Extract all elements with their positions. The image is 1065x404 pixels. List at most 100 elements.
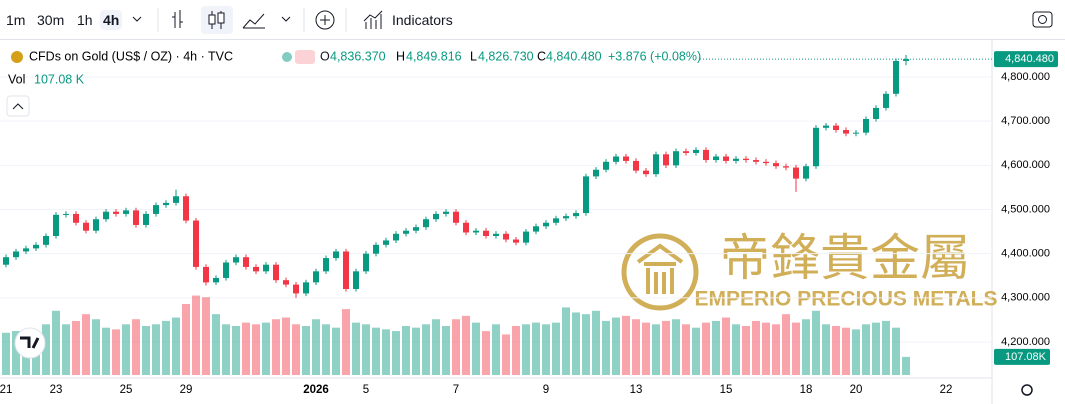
volume-bar (582, 314, 590, 375)
volume-bar (822, 324, 830, 375)
candle-body (643, 170, 649, 175)
volume-bar (242, 322, 250, 375)
volume-bar (762, 322, 770, 375)
x-tick-label: 22 (940, 384, 953, 396)
volume-bar (132, 319, 140, 375)
candle-body (793, 167, 799, 179)
collapse-button[interactable] (6, 95, 30, 117)
y-tick-label: 4,600.000 (1001, 159, 1050, 171)
candle-body (453, 211, 459, 223)
legend-l: 4,826.730 (478, 49, 534, 63)
x-tick-label: 15 (720, 384, 733, 396)
volume-bar (192, 295, 200, 375)
volume-bar (512, 325, 520, 375)
interval-button[interactable]: 30m (37, 12, 65, 28)
volume-bar (272, 319, 280, 375)
y-tick-label: 4,800.000 (1001, 71, 1050, 83)
candle-body (133, 210, 139, 225)
volume-bar (622, 315, 630, 375)
volume-bar (642, 322, 650, 375)
volume-bar (92, 319, 100, 375)
x-tick-label: 18 (800, 384, 813, 396)
volume-bar (732, 324, 740, 375)
interval-button[interactable]: 1h (77, 12, 93, 28)
volume-bar (112, 329, 120, 375)
candle-body (313, 271, 319, 283)
candle-body (683, 151, 689, 153)
interval-button[interactable]: 1m (6, 12, 26, 28)
volume-bar (902, 356, 910, 375)
volume-bar (842, 327, 850, 375)
watermark-logo (636, 243, 684, 294)
volume-bar (572, 312, 580, 375)
volume-bar (792, 322, 800, 375)
volume-bar (812, 310, 820, 375)
volume-bar (202, 297, 210, 375)
candle-body (93, 219, 99, 231)
volume-bar (372, 327, 380, 375)
indicators-button[interactable]: Indicators (392, 12, 453, 28)
candle-body (223, 262, 229, 278)
candle-body (443, 211, 449, 214)
volume-bar (722, 317, 730, 375)
candle-body (733, 158, 739, 161)
volume-bar (772, 324, 780, 375)
y-tick-label: 4,500.000 (1001, 203, 1050, 215)
volume-bar (332, 327, 340, 375)
candle-body (153, 205, 159, 214)
candle-body (723, 156, 729, 161)
candle-body (293, 284, 299, 294)
volume-bar (702, 322, 710, 375)
volume-bar (522, 324, 530, 375)
settings-icon[interactable] (1021, 384, 1033, 396)
volume-bar (552, 322, 560, 375)
volume-bar (892, 327, 900, 375)
last-price-label: 4,840.480 (1005, 53, 1054, 65)
y-tick-label: 4,200.000 (1001, 336, 1050, 348)
candle-body (463, 222, 469, 233)
candle-body (3, 257, 9, 265)
x-tick-label: 23 (50, 384, 63, 396)
legend-change: +3.876 (+0.08%) (608, 49, 701, 63)
candle-body (803, 166, 809, 179)
candle-body (663, 154, 669, 166)
candle-body (33, 244, 39, 249)
volume-bar (342, 309, 350, 375)
volume-bar (12, 331, 20, 375)
candle-body (893, 60, 899, 94)
volume-bar (652, 324, 660, 375)
candle-body (163, 202, 169, 206)
candle-body (363, 253, 369, 272)
candle-body (283, 280, 289, 285)
interval-button[interactable]: 4h (100, 10, 123, 30)
volume-bar (262, 322, 270, 375)
volume-bar (832, 325, 840, 375)
candle-body (83, 222, 89, 231)
candle-body (503, 233, 509, 240)
candle-body (173, 196, 179, 203)
candle-body (773, 163, 779, 167)
volume-bar (412, 327, 420, 375)
candle-body (273, 264, 279, 281)
volume-bar (162, 320, 170, 375)
symbol-icon (11, 51, 23, 63)
market-status (295, 50, 315, 64)
candle-body (883, 93, 889, 108)
volume-bar (362, 324, 370, 375)
candle-body (323, 258, 329, 272)
candle-body (343, 251, 349, 290)
candle-body (263, 264, 269, 272)
volume-bar (252, 324, 260, 375)
candle-body (573, 213, 579, 217)
candle-body (23, 248, 29, 252)
candle-body (583, 176, 589, 214)
volume-bar (482, 331, 490, 375)
volume-bar (72, 320, 80, 375)
x-tick-label: 5 (363, 384, 369, 396)
candle-body (563, 216, 569, 219)
candle-body (13, 251, 19, 258)
candle-body (493, 233, 499, 237)
volume-bar (562, 307, 570, 375)
plot (0, 55, 992, 375)
candle-body (53, 214, 59, 237)
